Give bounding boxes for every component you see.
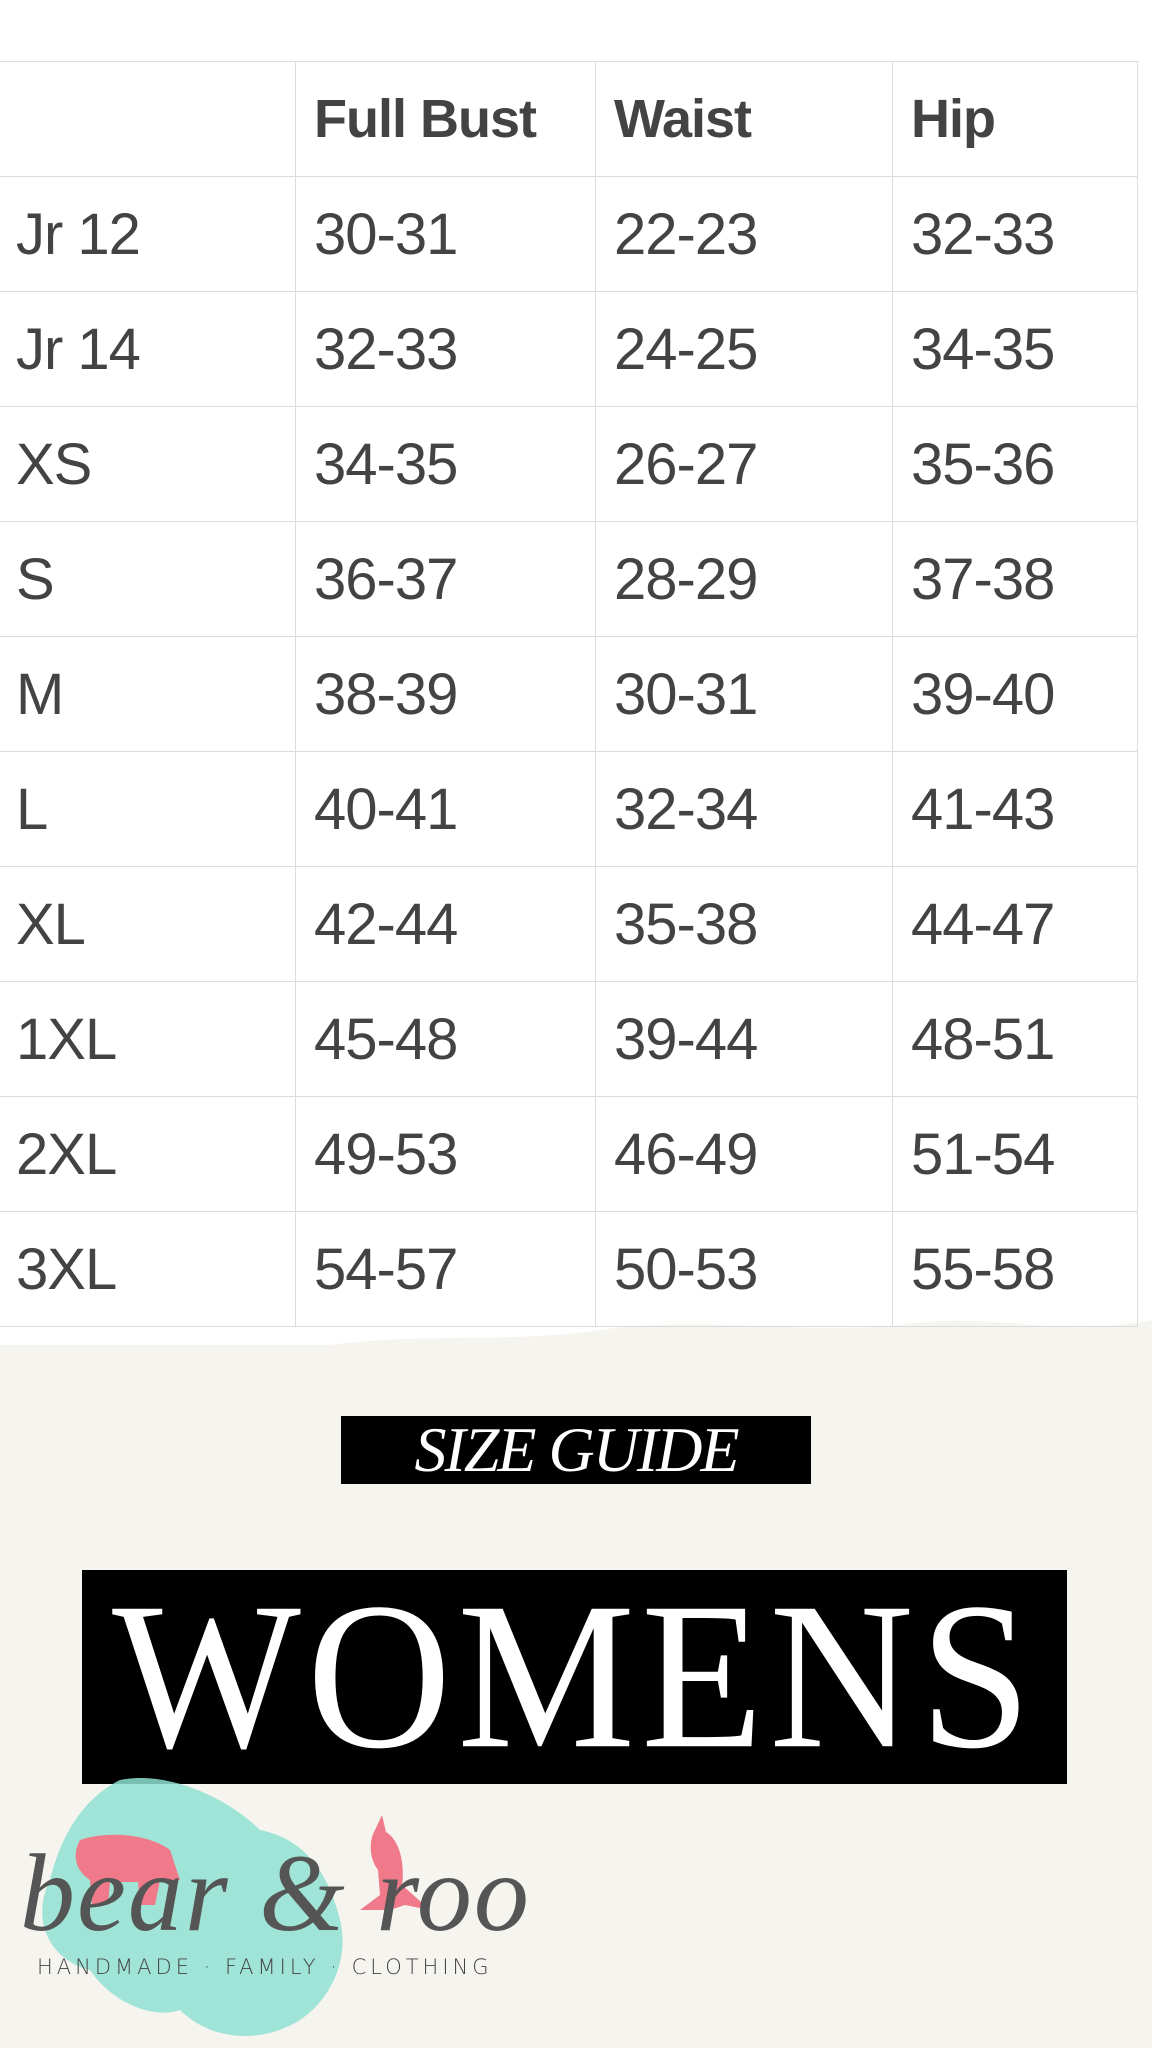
cell-full-bust: 32-33 (295, 291, 596, 407)
cell-size: XS (0, 406, 296, 522)
cell-size: XL (0, 866, 296, 982)
cell-full-bust: 54-57 (295, 1211, 596, 1327)
table-row: 2XL 49-53 46-49 51-54 (0, 1096, 1138, 1212)
cell-hip: 37-38 (892, 521, 1138, 637)
cell-hip: 39-40 (892, 636, 1138, 752)
cell-hip: 35-36 (892, 406, 1138, 522)
cell-hip: 48-51 (892, 981, 1138, 1097)
cell-full-bust: 49-53 (295, 1096, 596, 1212)
size-chart-table: Full Bust Waist Hip Jr 12 30-31 22-23 32-33… (0, 61, 1138, 1327)
cell-full-bust: 38-39 (295, 636, 596, 752)
header-full-bust: Full Bust (295, 61, 596, 177)
header-size (0, 61, 296, 177)
table-row: L 40-41 32-34 41-43 (0, 751, 1138, 867)
cell-size: M (0, 636, 296, 752)
cell-hip: 44-47 (892, 866, 1138, 982)
logo-tagline: HANDMADE · FAMILY · CLOTHING (37, 1955, 493, 1979)
cell-full-bust: 30-31 (295, 176, 596, 292)
table-row: Jr 14 32-33 24-25 34-35 (0, 291, 1138, 407)
cell-full-bust: 42-44 (295, 866, 596, 982)
cell-size: 1XL (0, 981, 296, 1097)
size-guide-label: SIZE GUIDE (341, 1416, 811, 1484)
table-row: Jr 12 30-31 22-23 32-33 (0, 176, 1138, 292)
cell-hip: 55-58 (892, 1211, 1138, 1327)
womens-title-text: WOMENS (112, 1560, 1037, 1793)
cell-full-bust: 34-35 (295, 406, 596, 522)
cell-size: Jr 14 (0, 291, 296, 407)
cell-hip: 41-43 (892, 751, 1138, 867)
header-waist: Waist (595, 61, 893, 177)
cell-size: Jr 12 (0, 176, 296, 292)
logo-brand-text: bear & roo (20, 1832, 531, 1954)
cell-hip: 51-54 (892, 1096, 1138, 1212)
cell-waist: 50-53 (595, 1211, 893, 1327)
torn-paper-edge (0, 1320, 1152, 1390)
womens-title: WOMENS (82, 1564, 1067, 1789)
header-hip: Hip (892, 61, 1138, 177)
cell-hip: 34-35 (892, 291, 1138, 407)
cell-waist: 39-44 (595, 981, 893, 1097)
cell-size: L (0, 751, 296, 867)
cell-hip: 32-33 (892, 176, 1138, 292)
cell-size: S (0, 521, 296, 637)
kangaroo-icon (360, 1815, 430, 1910)
cell-size: 2XL (0, 1096, 296, 1212)
cell-full-bust: 45-48 (295, 981, 596, 1097)
table-row: M 38-39 30-31 39-40 (0, 636, 1138, 752)
table-row: 3XL 54-57 50-53 55-58 (0, 1211, 1138, 1327)
table-row: XL 42-44 35-38 44-47 (0, 866, 1138, 982)
table-header-row: Full Bust Waist Hip (0, 61, 1138, 177)
table-row: 1XL 45-48 39-44 48-51 (0, 981, 1138, 1097)
cell-full-bust: 36-37 (295, 521, 596, 637)
cell-size: 3XL (0, 1211, 296, 1327)
cell-waist: 22-23 (595, 176, 893, 292)
cell-waist: 24-25 (595, 291, 893, 407)
cell-full-bust: 40-41 (295, 751, 596, 867)
cell-waist: 30-31 (595, 636, 893, 752)
cell-waist: 32-34 (595, 751, 893, 867)
table-row: XS 34-35 26-27 35-36 (0, 406, 1138, 522)
bear-and-roo-logo (42, 1778, 430, 2037)
cell-waist: 26-27 (595, 406, 893, 522)
cell-waist: 28-29 (595, 521, 893, 637)
cell-waist: 46-49 (595, 1096, 893, 1212)
table-row: S 36-37 28-29 37-38 (0, 521, 1138, 637)
cell-waist: 35-38 (595, 866, 893, 982)
bear-icon (75, 1834, 180, 1905)
